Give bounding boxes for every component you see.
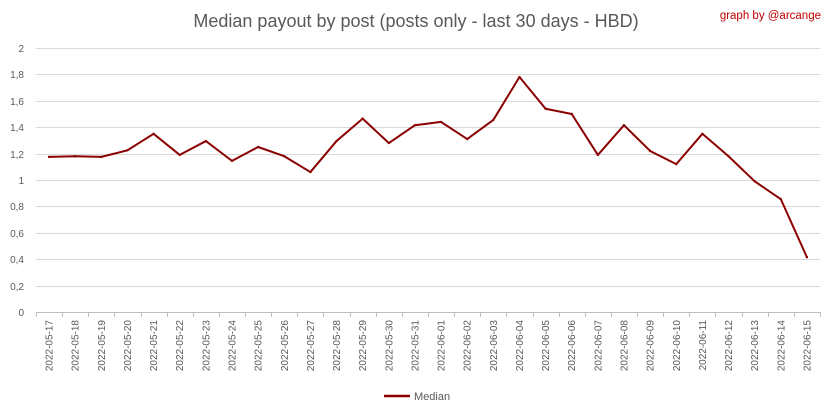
data-point <box>544 107 547 110</box>
x-tick-label: 2022-06-04 <box>515 320 526 372</box>
y-tick-label: 1,2 <box>10 150 24 161</box>
x-tick-label: 2022-06-03 <box>489 320 500 372</box>
y-tick-label: 2 <box>18 44 24 55</box>
data-point <box>361 117 364 120</box>
x-tick-label: 2022-05-31 <box>410 320 421 372</box>
data-point <box>47 155 51 159</box>
x-tick-label: 2022-05-28 <box>332 320 343 372</box>
data-point <box>178 153 181 157</box>
data-point <box>204 139 208 143</box>
x-tick-label: 2022-06-09 <box>646 320 657 372</box>
x-tick-label: 2022-06-01 <box>437 320 448 372</box>
x-tick-label: 2022-06-02 <box>463 320 474 372</box>
x-tick-label: 2022-05-24 <box>228 320 239 372</box>
chart-credit: graph by @arcange <box>720 10 821 22</box>
data-point <box>596 153 600 157</box>
y-axis: 0 0,2 0,4 0,6 0,8 1 1,2 1,4 1,6 1,8 2 <box>10 44 24 319</box>
y-tick-label: 0 <box>18 308 24 319</box>
data-point <box>466 137 469 141</box>
data-point <box>753 180 756 183</box>
data-point <box>570 112 573 116</box>
x-tick-label: 2022-05-19 <box>97 320 108 372</box>
y-tick-label: 0,6 <box>10 229 24 240</box>
gridlines <box>36 48 820 313</box>
data-point <box>152 132 155 135</box>
y-tick-label: 0,4 <box>10 255 24 266</box>
data-point <box>518 75 521 79</box>
data-point <box>335 139 338 143</box>
x-tick-label: 2022-05-25 <box>254 320 265 372</box>
data-point <box>230 159 234 163</box>
x-tick-label: 2022-05-27 <box>306 320 317 372</box>
x-tick-label: 2022-05-30 <box>384 320 395 372</box>
x-tick-label: 2022-06-11 <box>698 320 709 371</box>
data-point <box>701 132 704 135</box>
x-tick-label: 2022-06-10 <box>672 320 683 372</box>
x-axis: 2022-05-17 2022-05-18 2022-05-19 2022-05-20… <box>36 312 821 372</box>
data-point <box>283 155 286 158</box>
legend: Median <box>384 391 450 403</box>
x-tick-label: 2022-06-15 <box>802 320 813 372</box>
data-point <box>675 162 678 166</box>
x-tick-label: 2022-05-18 <box>71 320 82 372</box>
data-point <box>100 155 103 159</box>
y-tick-label: 0,8 <box>10 202 24 213</box>
series-line-median <box>48 76 808 259</box>
data-point <box>805 256 809 259</box>
data-point <box>387 141 390 145</box>
data-point <box>74 155 77 158</box>
legend-label-median: Median <box>414 391 450 403</box>
data-point <box>413 124 417 127</box>
x-tick-label: 2022-05-21 <box>149 320 160 372</box>
x-tick-label: 2022-05-29 <box>358 320 369 372</box>
data-point <box>648 149 652 153</box>
x-tick-label: 2022-05-17 <box>45 320 56 372</box>
x-tick-label: 2022-06-13 <box>750 320 761 372</box>
x-tick-label: 2022-06-14 <box>776 320 787 372</box>
data-point <box>492 118 495 122</box>
y-tick-label: 1 <box>18 176 24 187</box>
series-group <box>47 75 809 259</box>
x-tick-label: 2022-06-05 <box>541 320 552 372</box>
data-point <box>779 197 782 201</box>
data-point <box>439 120 443 124</box>
x-tick-label: 2022-06-06 <box>567 320 578 372</box>
y-tick-label: 1,8 <box>10 70 24 81</box>
x-tick-label: 2022-06-08 <box>620 320 631 372</box>
data-point <box>256 145 260 149</box>
data-point <box>309 170 312 174</box>
y-tick-label: 0,2 <box>10 282 24 293</box>
x-tick-label: 2022-05-20 <box>123 320 134 372</box>
data-point <box>622 124 626 127</box>
data-point <box>126 149 129 152</box>
x-tick-label: 2022-05-23 <box>201 320 212 372</box>
x-tick-label: 2022-05-22 <box>175 320 186 372</box>
y-tick-label: 1,4 <box>10 123 24 134</box>
y-tick-label: 1,6 <box>10 97 24 108</box>
x-tick-label: 2022-06-07 <box>593 320 604 372</box>
x-tick-label: 2022-05-26 <box>280 320 291 372</box>
x-tick-label: 2022-06-12 <box>724 320 735 372</box>
data-point <box>727 155 730 158</box>
chart-title: Median payout by post (posts only - last… <box>193 11 638 31</box>
